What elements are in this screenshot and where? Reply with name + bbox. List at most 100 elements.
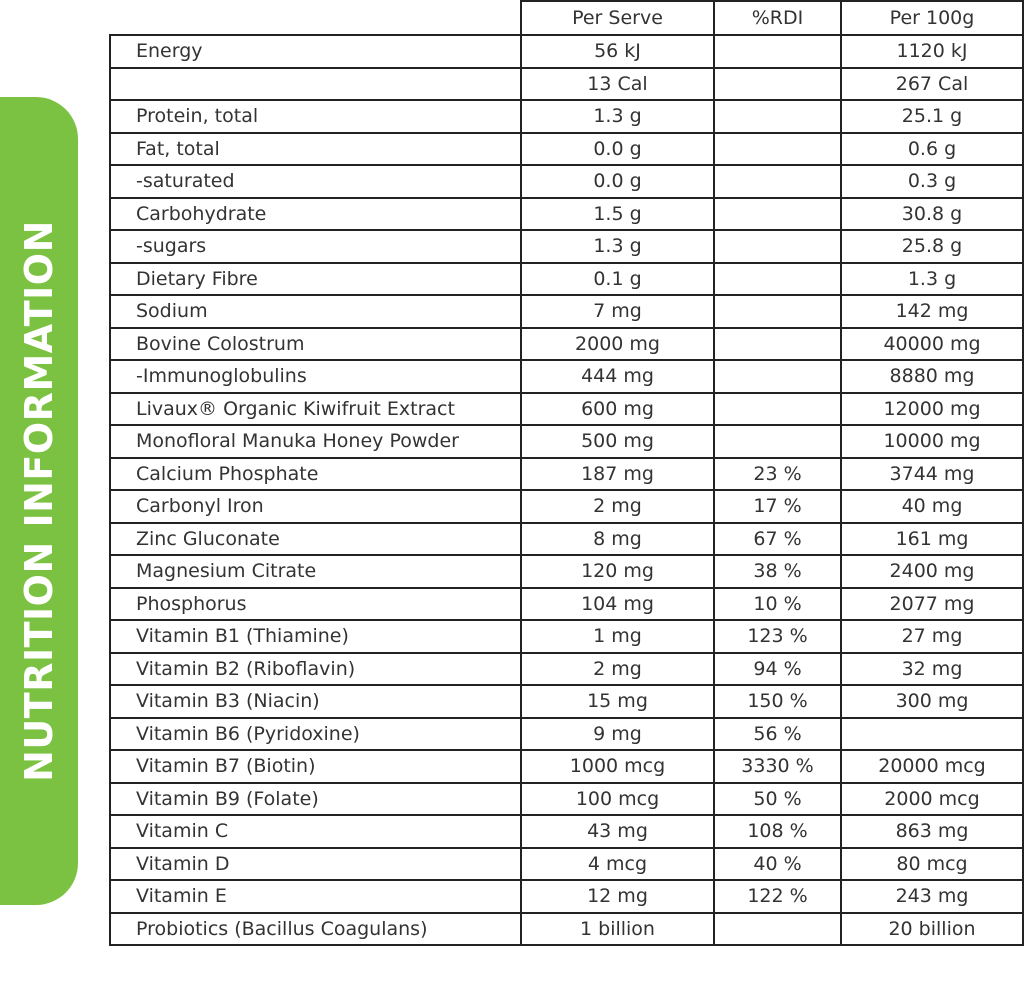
cell-value bbox=[713, 424, 842, 459]
table-row: Probiotics (Bacillus Coagulans) 1 billion… bbox=[109, 911, 1024, 946]
cell-value: 1.5 g bbox=[520, 196, 715, 231]
cell-value: 25.8 g bbox=[840, 229, 1024, 264]
cell-value: 43 mg bbox=[520, 814, 715, 849]
cell-value: 1000 mcg bbox=[520, 749, 715, 784]
row-label: Carbonyl Iron bbox=[109, 489, 522, 524]
cell-value: 108 % bbox=[713, 814, 842, 849]
cell-value: 2 mg bbox=[520, 489, 715, 524]
table-row: Vitamin B6 (Pyridoxine) 9 mg 56 % bbox=[109, 716, 1024, 751]
row-label: Dietary Fibre bbox=[109, 261, 522, 296]
row-label bbox=[110, 1, 522, 36]
row-label: Vitamin B2 (Riboflavin) bbox=[109, 651, 522, 686]
table-row: Bovine Colostrum 2000 mg 40000 mg bbox=[109, 326, 1024, 361]
cell-value: 2077 mg bbox=[840, 586, 1024, 621]
row-label: Calcium Phosphate bbox=[109, 456, 522, 491]
cell-value bbox=[713, 34, 842, 69]
cell-value: 8 mg bbox=[520, 521, 715, 556]
table-row: Vitamin C 43 mg 108 % 863 mg bbox=[109, 814, 1024, 849]
cell-value bbox=[713, 911, 842, 946]
table-row: -Immunoglobulins 444 mg 8880 mg bbox=[109, 359, 1024, 394]
cell-value: 4 mcg bbox=[520, 846, 715, 881]
cell-value: 3744 mg bbox=[840, 456, 1024, 491]
row-label: Sodium bbox=[109, 294, 522, 329]
cell-value: 13 Cal bbox=[520, 66, 715, 101]
cell-value: 150 % bbox=[713, 684, 842, 719]
cell-value bbox=[713, 391, 842, 426]
table-row: Vitamin B3 (Niacin) 15 mg 150 % 300 mg bbox=[109, 684, 1024, 719]
table-row: -saturated 0.0 g 0.3 g bbox=[109, 164, 1024, 199]
cell-value: 1.3 g bbox=[840, 261, 1024, 296]
row-label: Fat, total bbox=[109, 131, 522, 166]
row-label: Magnesium Citrate bbox=[109, 554, 522, 589]
table-row: Vitamin B9 (Folate) 100 mcg 50 % 2000 mcg bbox=[109, 781, 1024, 816]
cell-value bbox=[713, 164, 842, 199]
row-label: -sugars bbox=[109, 229, 522, 264]
row-label: Zinc Gluconate bbox=[109, 521, 522, 556]
row-label: Probiotics (Bacillus Coagulans) bbox=[109, 911, 522, 946]
cell-value: 17 % bbox=[713, 489, 842, 524]
cell-value: 1120 kJ bbox=[840, 34, 1024, 69]
cell-value: 243 mg bbox=[840, 879, 1024, 914]
cell-value: 1.3 g bbox=[520, 229, 715, 264]
cell-value bbox=[713, 131, 842, 166]
cell-value: 38 % bbox=[713, 554, 842, 589]
row-label: Vitamin B7 (Biotin) bbox=[109, 749, 522, 784]
cell-value: 0.1 g bbox=[520, 261, 715, 296]
cell-value: 1 mg bbox=[520, 619, 715, 654]
table-row: Energy 56 kJ 1120 kJ bbox=[109, 34, 1024, 69]
cell-value: 10 % bbox=[713, 586, 842, 621]
row-label: Bovine Colostrum bbox=[109, 326, 522, 361]
cell-value: 142 mg bbox=[840, 294, 1024, 329]
cell-value: 12000 mg bbox=[840, 391, 1024, 426]
cell-value: 100 mcg bbox=[520, 781, 715, 816]
cell-value: 7 mg bbox=[520, 294, 715, 329]
table-row: Calcium Phosphate 187 mg 23 % 3744 mg bbox=[109, 456, 1024, 491]
cell-value: 1.3 g bbox=[520, 99, 715, 134]
cell-value: 3330 % bbox=[713, 749, 842, 784]
cell-value: 40 % bbox=[713, 846, 842, 881]
row-label: Monofloral Manuka Honey Powder bbox=[109, 424, 522, 459]
table-row: Carbohydrate 1.5 g 30.8 g bbox=[109, 196, 1024, 231]
cell-value: 23 % bbox=[713, 456, 842, 491]
cell-value bbox=[713, 326, 842, 361]
cell-value: 123 % bbox=[713, 619, 842, 654]
cell-value: 863 mg bbox=[840, 814, 1024, 849]
header-row: Per Serve %RDI Per 100g bbox=[110, 0, 1024, 36]
cell-value bbox=[713, 99, 842, 134]
cell-value: 20000 mcg bbox=[840, 749, 1024, 784]
row-label: -Immunoglobulins bbox=[109, 359, 522, 394]
row-label bbox=[109, 66, 522, 101]
cell-value: 500 mg bbox=[520, 424, 715, 459]
cell-value bbox=[713, 359, 842, 394]
table-row: Vitamin B2 (Riboflavin) 2 mg 94 % 32 mg bbox=[109, 651, 1024, 686]
row-label: Carbohydrate bbox=[109, 196, 522, 231]
column-header: %RDI bbox=[713, 0, 842, 36]
row-label: Livaux® Organic Kiwifruit Extract bbox=[109, 391, 522, 426]
cell-value: 187 mg bbox=[520, 456, 715, 491]
table-row: Phosphorus 104 mg 10 % 2077 mg bbox=[109, 586, 1024, 621]
row-label: Vitamin E bbox=[109, 879, 522, 914]
cell-value: 25.1 g bbox=[840, 99, 1024, 134]
cell-value: 267 Cal bbox=[840, 66, 1024, 101]
cell-value: 2 mg bbox=[520, 651, 715, 686]
cell-value bbox=[713, 294, 842, 329]
cell-value: 56 kJ bbox=[520, 34, 715, 69]
cell-value: 94 % bbox=[713, 651, 842, 686]
cell-value: 9 mg bbox=[520, 716, 715, 751]
row-label: Protein, total bbox=[109, 99, 522, 134]
table-row: Vitamin B7 (Biotin) 1000 mcg 3330 % 20000 m… bbox=[109, 749, 1024, 784]
cell-value: 0.0 g bbox=[520, 164, 715, 199]
column-header: Per 100g bbox=[840, 0, 1024, 36]
row-label: Phosphorus bbox=[109, 586, 522, 621]
cell-value bbox=[713, 196, 842, 231]
table-row: Magnesium Citrate 120 mg 38 % 2400 mg bbox=[109, 554, 1024, 589]
table-row: Fat, total 0.0 g 0.6 g bbox=[109, 131, 1024, 166]
cell-value: 1 billion bbox=[520, 911, 715, 946]
cell-value: 8880 mg bbox=[840, 359, 1024, 394]
cell-value: 40000 mg bbox=[840, 326, 1024, 361]
cell-value: 67 % bbox=[713, 521, 842, 556]
cell-value: 50 % bbox=[713, 781, 842, 816]
nutrition-table: Per Serve %RDI Per 100g Energy 56 kJ 1120 kJ 1… bbox=[109, 0, 1024, 946]
cell-value: 27 mg bbox=[840, 619, 1024, 654]
